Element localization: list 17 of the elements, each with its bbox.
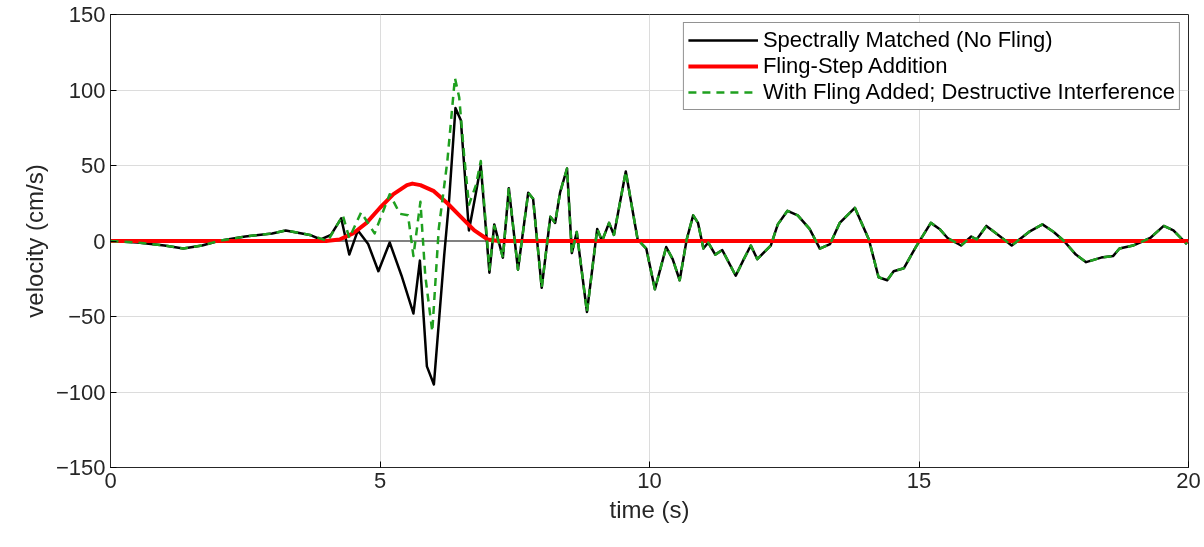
x-tick-label: 15 (906, 467, 932, 493)
legend-label: Fling-Step Addition (762, 53, 948, 79)
x-tick-label: 5 (373, 467, 387, 493)
line-series (110, 181, 1189, 243)
y-tick-label: −100 (55, 379, 106, 405)
y-tick-label: −50 (68, 304, 106, 329)
y-tick-label: 150 (68, 2, 106, 27)
x-tick-label: 20 (1176, 467, 1201, 493)
y-axis-title: velocity (cm/s) (20, 164, 48, 318)
y-tick-label: −150 (55, 455, 106, 480)
legend-label: Spectrally Matched (No Fling) (762, 27, 1053, 53)
x-tick-label: 10 (637, 467, 662, 493)
y-tick-label: 100 (68, 77, 106, 103)
y-tick-label: 0 (93, 228, 106, 254)
x-axis-title: time (s) (609, 495, 690, 523)
y-tick-label: 50 (81, 153, 106, 178)
legend-label: With Fling Added; Destructive Interference (762, 79, 1175, 105)
